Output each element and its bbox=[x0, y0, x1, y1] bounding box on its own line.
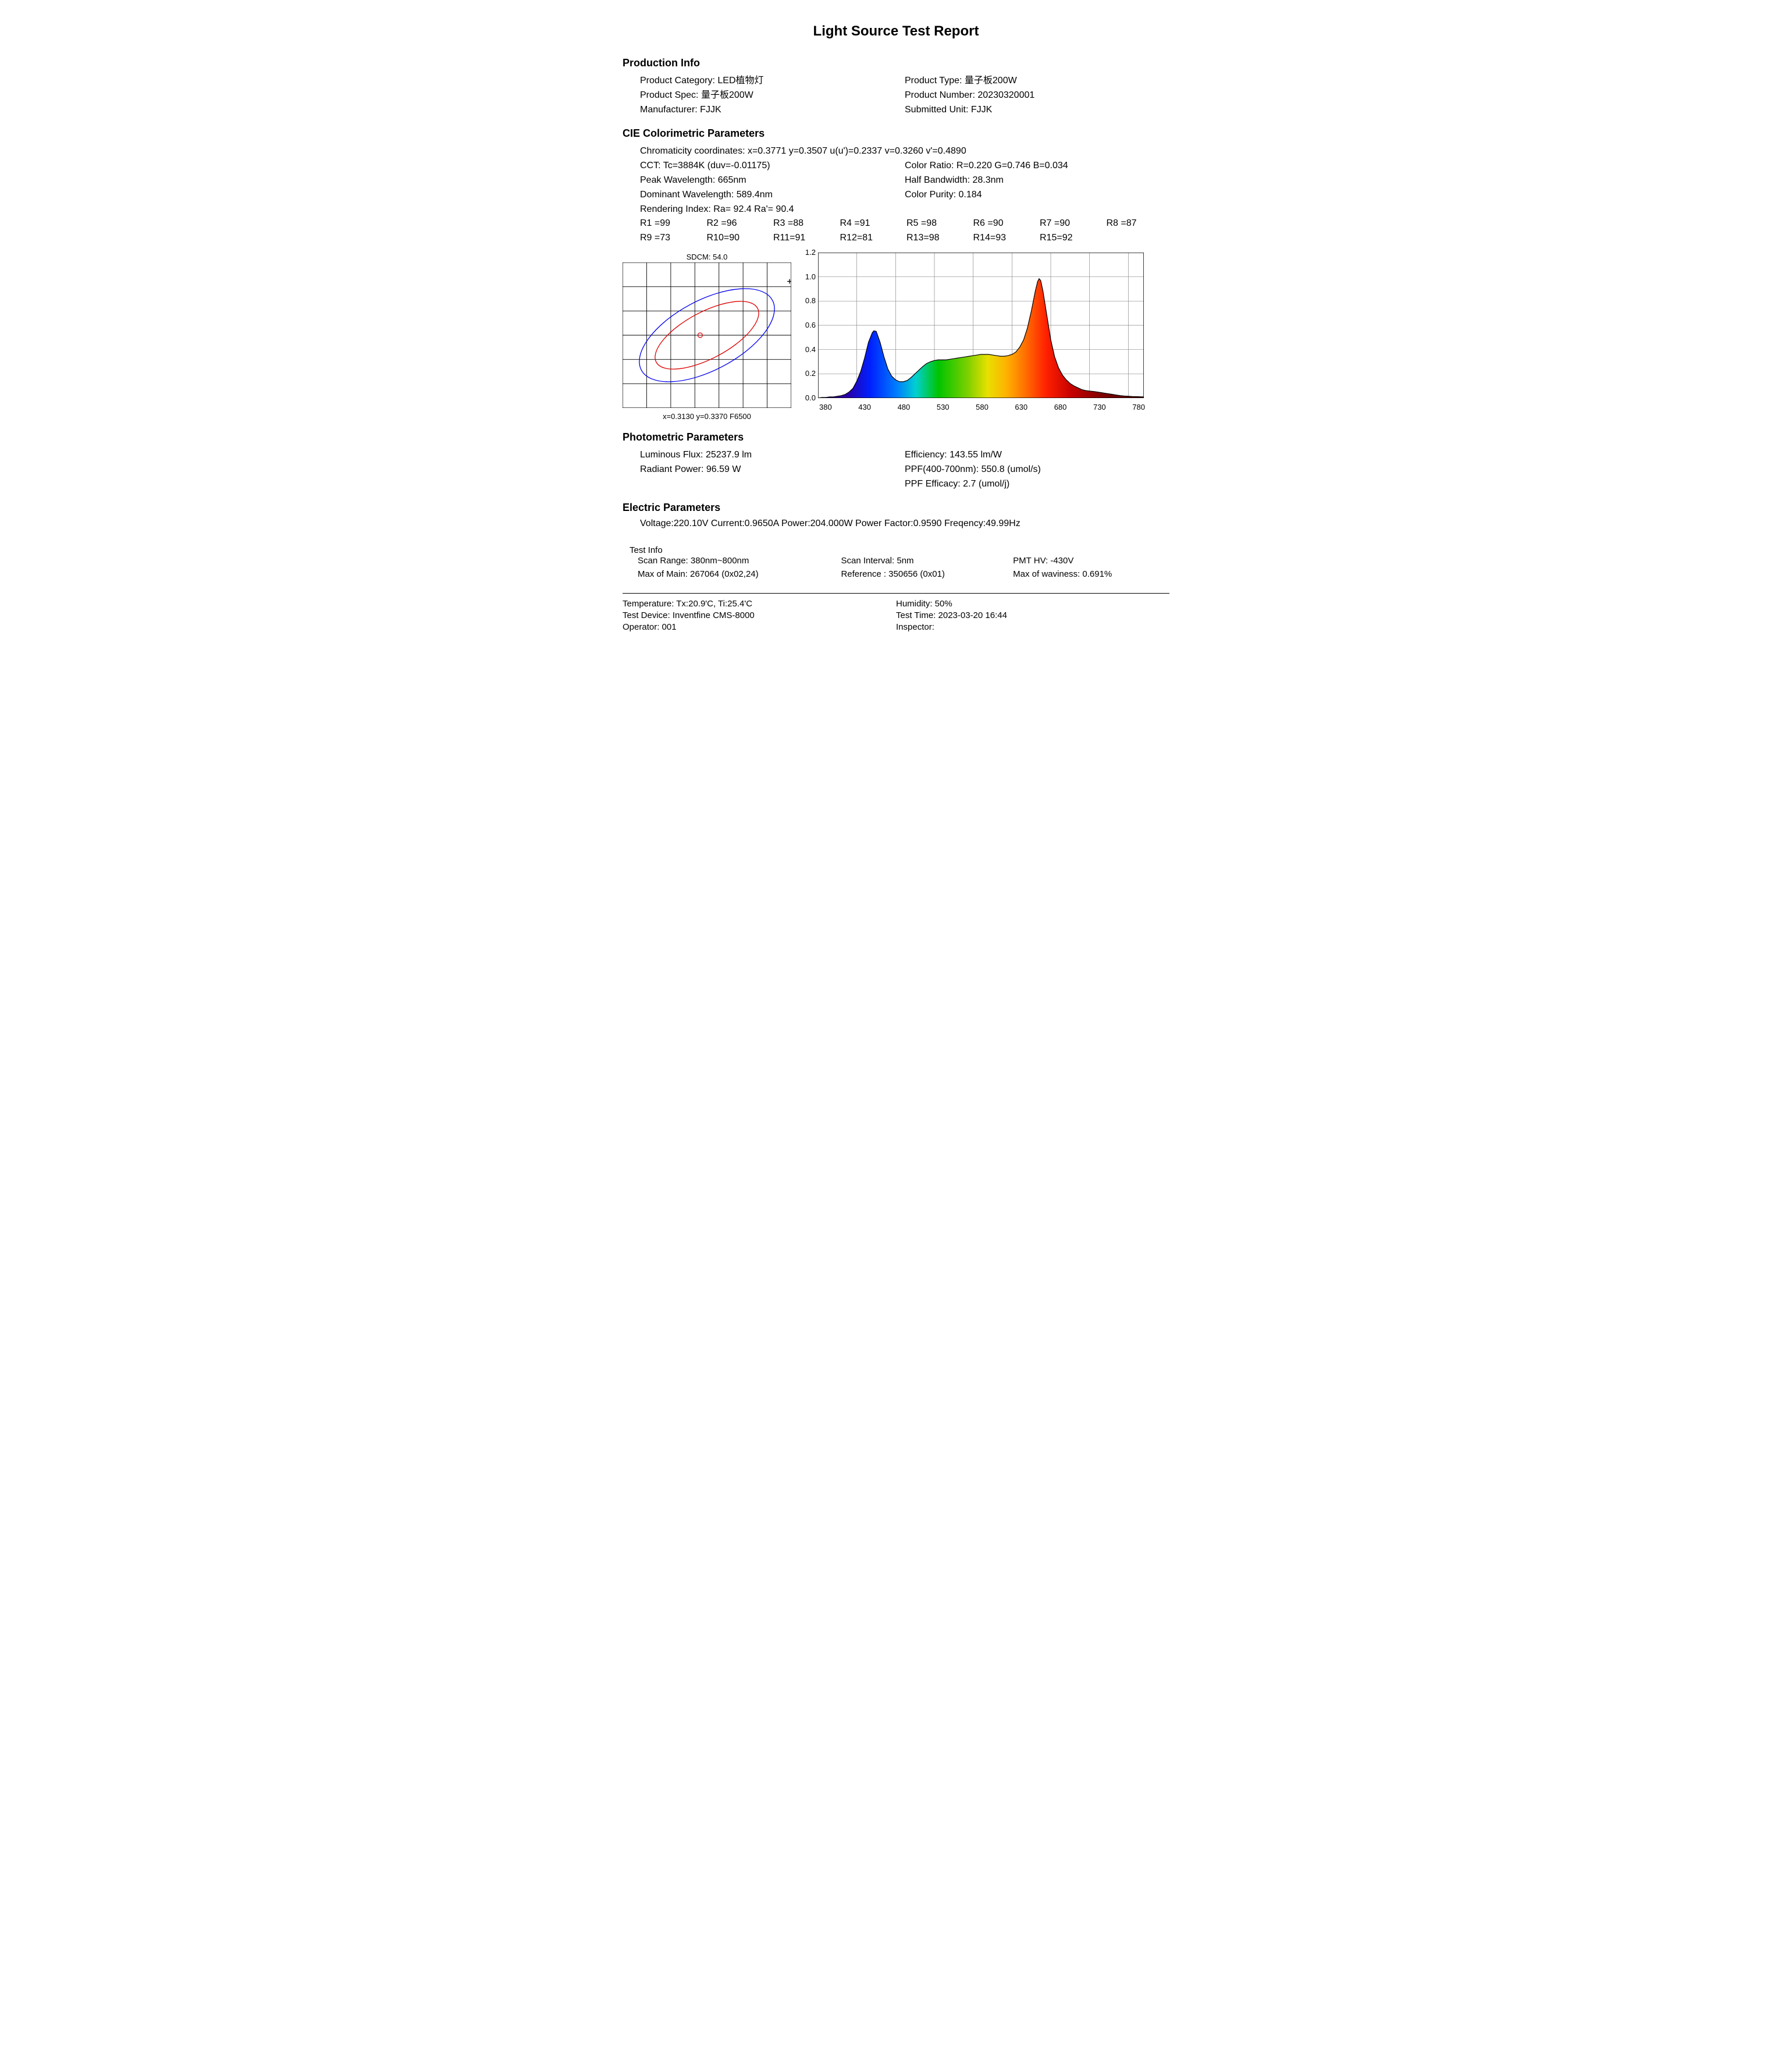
max-main: Max of Main: 267064 (0x02,24) bbox=[638, 569, 841, 580]
r-value-5: R6 =90 bbox=[973, 216, 1037, 231]
spectrum-xtick: 730 bbox=[1093, 403, 1106, 411]
electric-line: Voltage:220.10V Current:0.9650A Power:20… bbox=[623, 519, 1169, 529]
r-value-5: R14=93 bbox=[973, 231, 1037, 246]
r-value-4: R13=98 bbox=[906, 231, 970, 246]
product-spec-label: Product Spec: bbox=[640, 90, 699, 100]
scan-interval: Scan Interval: 5nm bbox=[841, 555, 1013, 567]
spectrum-xtick: 580 bbox=[976, 403, 989, 411]
luminous-flux: Luminous Flux: 25237.9 lm bbox=[640, 448, 905, 463]
spectrum-xtick: 480 bbox=[898, 403, 911, 411]
efficiency: Efficiency: 143.55 lm/W bbox=[905, 448, 1169, 463]
spectrum-xtick: 380 bbox=[819, 403, 832, 411]
submitted-unit-label: Submitted Unit: bbox=[905, 105, 968, 115]
spectrum-ytick: 0.8 bbox=[805, 296, 816, 305]
spectrum-xtick: 530 bbox=[937, 403, 950, 411]
sdcm-chart: SDCM: 54.0 x=0.3130 y=0.3370 F6500 bbox=[623, 253, 791, 421]
spectrum-ytick: 0.0 bbox=[805, 393, 816, 402]
sdcm-title: SDCM: 54.0 bbox=[623, 253, 791, 261]
cie-color-ratio: Color Ratio: R=0.220 G=0.746 B=0.034 bbox=[905, 159, 1169, 173]
ppf: PPF(400-700nm): 550.8 (umol/s) bbox=[905, 463, 1169, 477]
ppf-efficacy: PPF Efficacy: 2.7 (umol/j) bbox=[905, 477, 1169, 492]
spectrum-xtick: 780 bbox=[1132, 403, 1145, 411]
r-value-2: R3 =88 bbox=[773, 216, 837, 231]
spectrum-chart: 0.00.20.40.60.81.01.2 380430480530580630… bbox=[799, 253, 1169, 421]
report-page: Light Source Test Report Production Info… bbox=[611, 12, 1181, 651]
product-number-label: Product Number: bbox=[905, 90, 975, 100]
report-title: Light Source Test Report bbox=[623, 23, 1169, 40]
section-cie: CIE Colorimetric Parameters bbox=[623, 127, 1169, 140]
footer-operator: Operator: 001 bbox=[623, 622, 896, 633]
cie-chromaticity: Chromaticity coordinates: x=0.3771 y=0.3… bbox=[640, 144, 1169, 159]
spectrum-svg bbox=[818, 253, 1144, 398]
pmt-hv: PMT HV: -430V bbox=[1013, 555, 1169, 567]
footer: Temperature: Tx:20.9'C, Ti:25.4'C Humidi… bbox=[623, 598, 1169, 634]
spectrum-xtick: 630 bbox=[1015, 403, 1027, 411]
test-info: Test Info Scan Range: 380nm~800nm Scan I… bbox=[623, 545, 1169, 580]
cie-cct: CCT: Tc=3884K (duv=-0.01175) bbox=[640, 159, 905, 173]
spectrum-xtick: 680 bbox=[1054, 403, 1067, 411]
product-number-value: 20230320001 bbox=[977, 90, 1034, 100]
r-value-1: R10=90 bbox=[707, 231, 770, 246]
manufacturer-label: Manufacturer: bbox=[640, 105, 698, 115]
product-category-label: Product Category: bbox=[640, 76, 715, 86]
charts-row: SDCM: 54.0 x=0.3130 y=0.3370 F6500 0.0 0.… bbox=[623, 253, 1169, 421]
test-info-heading: Test Info bbox=[623, 545, 1169, 555]
manufacturer-value: FJJK bbox=[700, 105, 721, 115]
footer-humidity: Humidity: 50% bbox=[896, 598, 1169, 610]
cie-body: Chromaticity coordinates: x=0.3771 y=0.3… bbox=[623, 144, 1169, 246]
spectrum-ytick: 0.6 bbox=[805, 321, 816, 329]
section-production-info: Production Info bbox=[623, 57, 1169, 69]
scan-range: Scan Range: 380nm~800nm bbox=[638, 555, 841, 567]
footer-inspector: Inspector: bbox=[896, 622, 1169, 633]
section-electric: Electric Parameters bbox=[623, 502, 1169, 514]
reference: Reference : 350656 (0x01) bbox=[841, 569, 1013, 580]
spectrum-ytick: 1.0 bbox=[805, 272, 816, 281]
footer-separator bbox=[623, 593, 1169, 594]
spectrum-y-axis: 0.00.20.40.60.81.01.2 bbox=[799, 253, 818, 398]
spectrum-xtick: 430 bbox=[858, 403, 871, 411]
cie-peak-wl: Peak Wavelength: 665nm bbox=[640, 173, 905, 188]
r-value-4: R5 =98 bbox=[906, 216, 970, 231]
footer-temperature: Temperature: Tx:20.9'C, Ti:25.4'C bbox=[623, 598, 896, 610]
r-value-7: R8 =87 bbox=[1107, 216, 1170, 231]
product-type-value: 量子板200W bbox=[965, 76, 1017, 86]
submitted-unit-value: FJJK bbox=[971, 105, 992, 115]
radiant-power: Radiant Power: 96.59 W bbox=[640, 463, 905, 477]
spectrum-ytick: 0.2 bbox=[805, 369, 816, 378]
r-value-0: R1 =99 bbox=[640, 216, 703, 231]
section-photometric: Photometric Parameters bbox=[623, 431, 1169, 443]
r-value-1: R2 =96 bbox=[707, 216, 770, 231]
cie-dom-wl: Dominant Wavelength: 589.4nm bbox=[640, 188, 905, 203]
footer-test-time: Test Time: 2023-03-20 16:44 bbox=[896, 610, 1169, 622]
product-type-label: Product Type: bbox=[905, 76, 962, 86]
footer-test-device: Test Device: Inventfine CMS-8000 bbox=[623, 610, 896, 622]
cie-rendering-index: Rendering Index: Ra= 92.4 Ra'= 90.4 bbox=[640, 203, 1169, 217]
r-value-3: R4 =91 bbox=[840, 216, 904, 231]
max-waviness: Max of waviness: 0.691% bbox=[1013, 569, 1169, 580]
spectrum-ytick: 1.2 bbox=[805, 248, 816, 257]
cie-color-purity: Color Purity: 0.184 bbox=[905, 188, 1169, 203]
cie-r-row2: R9 =73 R10=90R11=91R12=81R13=98R14=93R15=… bbox=[640, 231, 1169, 246]
cie-half-bw: Half Bandwidth: 28.3nm bbox=[905, 173, 1169, 188]
product-category-value: LED植物灯 bbox=[717, 76, 763, 86]
r-value-2: R11=91 bbox=[773, 231, 837, 246]
r-value-6: R15=92 bbox=[1040, 231, 1103, 246]
production-info-body: Product Category: LED植物灯 Product Type: 量… bbox=[623, 74, 1169, 117]
spectrum-x-axis: 380 430 480 530 580 630 680 730 780 bbox=[818, 403, 1146, 411]
sdcm-footer: x=0.3130 y=0.3370 F6500 bbox=[623, 412, 791, 421]
cie-r-row1: R1 =99 R2 =96R3 =88R4 =91R5 =98R6 =90R7 =… bbox=[640, 216, 1169, 231]
photometric-body: Luminous Flux: 25237.9 lm Efficiency: 14… bbox=[623, 448, 1169, 491]
product-spec-value: 量子板200W bbox=[701, 90, 753, 100]
r-value-6: R7 =90 bbox=[1040, 216, 1103, 231]
r-value-7 bbox=[1107, 231, 1170, 246]
spectrum-ytick: 0.4 bbox=[805, 345, 816, 354]
sdcm-svg bbox=[623, 262, 791, 408]
r-value-0: R9 =73 bbox=[640, 231, 703, 246]
r-value-3: R12=81 bbox=[840, 231, 904, 246]
